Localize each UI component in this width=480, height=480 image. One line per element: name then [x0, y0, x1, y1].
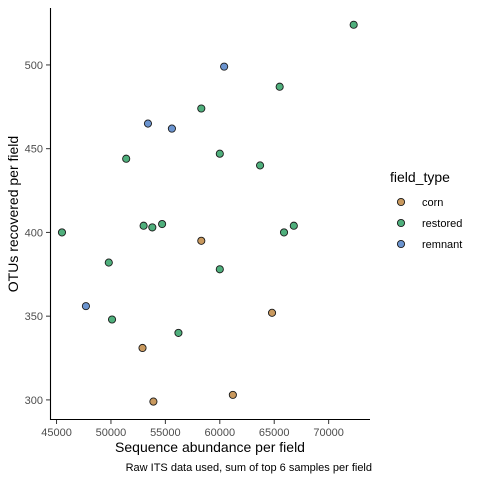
legend-label-corn: corn [422, 197, 443, 209]
legend-label-restored: restored [422, 218, 462, 230]
x-tick-label: 70000 [313, 427, 344, 439]
x-tick-label: 45000 [41, 427, 72, 439]
data-point-corn [228, 390, 237, 399]
x-tick-label: 55000 [150, 427, 181, 439]
y-axis-ticks: 300 350 400 450 500 [25, 60, 50, 407]
legend-title: field_type [390, 169, 450, 185]
data-point-corn [267, 308, 277, 317]
y-axis-title: OTUs recovered per field [5, 136, 21, 292]
chart-caption: Raw ITS data used, sum of top 6 samples … [126, 462, 372, 474]
data-point-restored [349, 20, 358, 29]
x-tick-label: 50000 [96, 427, 127, 439]
data-point-restored [139, 221, 148, 230]
data-point-restored [174, 328, 183, 337]
y-tick-label: 300 [25, 395, 43, 407]
data-point-restored [104, 258, 113, 267]
data-point-restored [215, 265, 224, 274]
y-tick-label: 500 [25, 60, 43, 72]
x-axis-ticks: 45000 50000 55000 60000 65000 70000 [41, 420, 344, 439]
data-point-restored [279, 228, 289, 237]
data-point-restored [256, 161, 265, 170]
data-point-restored [148, 223, 157, 232]
plot-area [57, 20, 358, 406]
y-tick-label: 400 [25, 227, 43, 239]
legend-key-corn [396, 197, 406, 207]
x-tick-label: 65000 [259, 427, 290, 439]
data-point-restored [215, 149, 224, 158]
data-point-remnant [220, 62, 229, 71]
legend-key-remnant [396, 239, 406, 249]
x-axis-title: Sequence abundance per field [115, 439, 305, 455]
y-tick-label: 450 [25, 144, 43, 156]
data-point-corn [138, 343, 147, 353]
data-point-restored [275, 82, 284, 91]
y-tick-label: 350 [25, 311, 43, 323]
data-point-corn [197, 236, 206, 245]
data-point-restored [57, 228, 67, 237]
data-point-restored [122, 154, 131, 163]
data-point-corn [149, 397, 158, 406]
data-point-restored [107, 315, 117, 324]
data-point-remnant [143, 119, 153, 128]
x-tick-label: 60000 [204, 427, 235, 439]
legend: field_type corn restored remnant [390, 169, 462, 251]
legend-key-restored [396, 218, 406, 228]
data-point-remnant [81, 302, 90, 311]
data-point-remnant [167, 124, 176, 133]
data-point-restored [289, 221, 298, 230]
data-point-restored [197, 104, 206, 113]
legend-label-remnant: remnant [422, 239, 462, 251]
data-point-restored [158, 219, 167, 229]
